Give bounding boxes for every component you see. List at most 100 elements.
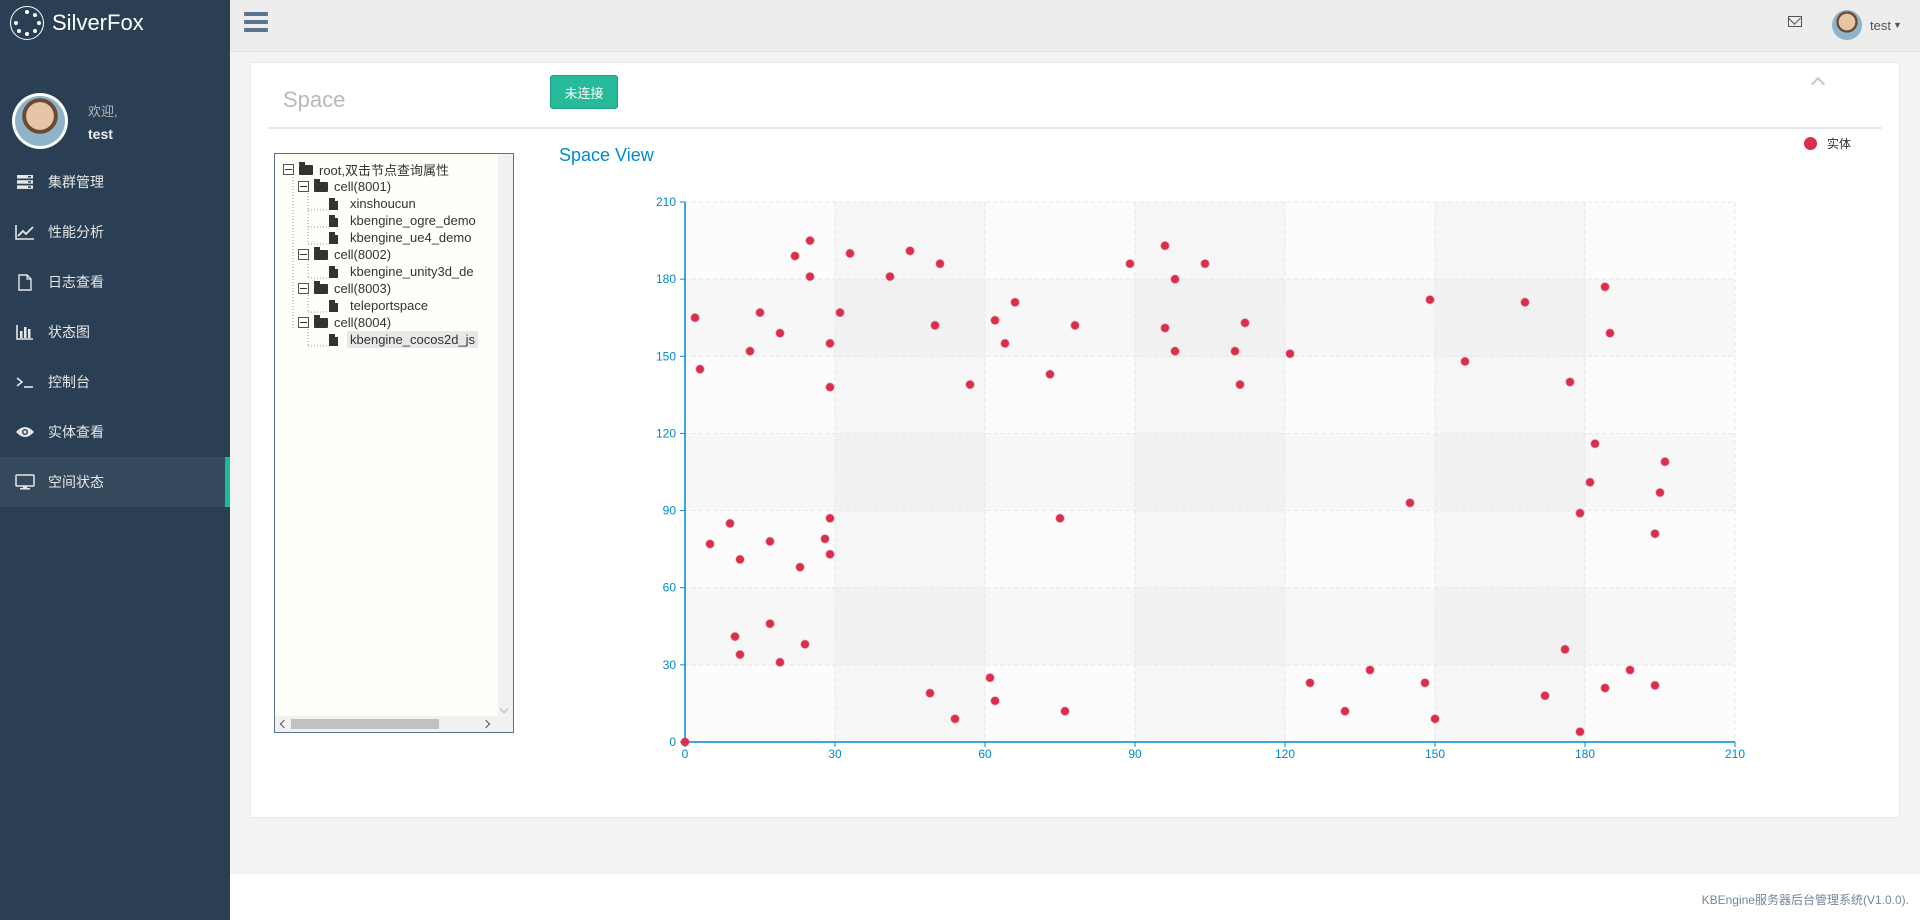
x-tick-label: 60 bbox=[978, 747, 992, 761]
y-tick-label: 180 bbox=[656, 272, 676, 286]
y-tick-label: 90 bbox=[663, 504, 677, 518]
scatter-point bbox=[1540, 690, 1550, 701]
scatter-point bbox=[1125, 258, 1135, 269]
scatter-point bbox=[1420, 678, 1430, 688]
sidebar-item-console[interactable]: 控制台 bbox=[0, 357, 230, 407]
file-icon bbox=[329, 214, 338, 227]
tree-node-label: xinshoucun bbox=[350, 196, 416, 211]
legend-label: 实体 bbox=[1827, 137, 1852, 151]
vertical-scrollbar[interactable] bbox=[498, 154, 513, 716]
scatter-point bbox=[690, 312, 700, 323]
scatter-point bbox=[935, 258, 945, 269]
divider bbox=[268, 127, 1882, 129]
tree-node-cell[interactable]: cell(8001) bbox=[298, 176, 394, 197]
tree-node-space[interactable]: kbengine_cocos2d_js bbox=[329, 329, 479, 350]
top-nav: test ▼ bbox=[230, 0, 1920, 52]
folder-open-icon bbox=[314, 280, 328, 294]
scrollbar-thumb[interactable] bbox=[291, 719, 439, 729]
scatter-point bbox=[1655, 487, 1665, 498]
y-tick-label: 150 bbox=[656, 349, 676, 363]
tree-node-space[interactable]: kbengine_ue4_demo bbox=[329, 227, 474, 248]
scatter-point bbox=[1160, 240, 1170, 251]
scatter-point bbox=[725, 518, 735, 529]
scatter-point bbox=[1600, 282, 1610, 292]
tree-node-label: kbengine_ue4_demo bbox=[350, 230, 472, 245]
scatter-point bbox=[1010, 297, 1020, 308]
x-split-area bbox=[985, 202, 1135, 742]
scatter-point bbox=[680, 737, 690, 747]
horizontal-scrollbar[interactable] bbox=[275, 716, 513, 732]
space-view-chart[interactable]: 0 30 60 90 120 150 180 210 0 30 60 90 120 150 180 210 bbox=[251, 63, 1899, 817]
collapse-toggle-icon[interactable] bbox=[298, 317, 309, 328]
tree-node-label: teleportspace bbox=[350, 298, 429, 313]
x-tick-label: 210 bbox=[1725, 747, 1745, 761]
bar-chart-icon bbox=[14, 323, 36, 341]
scatter-point bbox=[1650, 528, 1660, 539]
folder-open-icon bbox=[314, 314, 328, 328]
collapse-toggle-icon[interactable] bbox=[298, 283, 309, 294]
sidebar-item-entities[interactable]: 实体查看 bbox=[0, 407, 230, 457]
chevron-down-icon: ▼ bbox=[1892, 20, 1902, 30]
scatter-point bbox=[1045, 369, 1055, 380]
tree-node-space[interactable]: kbengine_ogre_demo bbox=[329, 210, 479, 231]
avatar bbox=[12, 93, 68, 149]
sidebar-item-status[interactable]: 状态图 bbox=[0, 307, 230, 357]
collapse-toggle-icon[interactable] bbox=[283, 164, 294, 175]
tree-node-cell[interactable]: cell(8002) bbox=[298, 244, 394, 265]
scatter-point bbox=[885, 271, 895, 282]
scatter-point bbox=[790, 251, 800, 261]
sidebar-item-label: 状态图 bbox=[48, 324, 90, 340]
x-split-area bbox=[1435, 202, 1585, 742]
sidebar-item-label: 日志查看 bbox=[48, 274, 104, 290]
scatter-point bbox=[765, 536, 775, 547]
scatter-point bbox=[705, 539, 715, 549]
scatter-point bbox=[1240, 318, 1250, 328]
chart-legend[interactable]: 实体 bbox=[1804, 135, 1851, 152]
brand[interactable]: SilverFox bbox=[0, 0, 230, 46]
sidebar-menu: 集群管理 性能分析 日志查看 状态图 控制台 bbox=[0, 157, 230, 507]
space-tree[interactable]: root,双击节点查询属性 cell(8001) xinshoucun kben… bbox=[274, 153, 514, 733]
profile: 欢迎, test bbox=[0, 46, 230, 171]
x-split-area bbox=[1285, 202, 1435, 742]
mail-icon[interactable] bbox=[1788, 16, 1802, 27]
tree-node-label: kbengine_ogre_demo bbox=[350, 213, 476, 228]
scatter-point bbox=[1305, 678, 1315, 688]
user-menu[interactable]: test ▼ bbox=[1832, 10, 1902, 40]
scatter-point bbox=[905, 246, 915, 256]
terminal-icon bbox=[14, 373, 36, 391]
sidebar-item-cluster[interactable]: 集群管理 bbox=[0, 157, 230, 207]
brand-name: SilverFox bbox=[52, 10, 144, 35]
x-tick-label: 30 bbox=[828, 747, 842, 761]
footer-text: KBEngine服务器后台管理系统(V1.0.0). bbox=[1701, 893, 1909, 907]
x-split-area bbox=[835, 202, 985, 742]
sidebar: SilverFox 欢迎, test 集群管理 性能分析 日志查看 bbox=[0, 0, 230, 920]
sidebar-item-label: 控制台 bbox=[48, 374, 90, 390]
collapse-toggle-icon[interactable] bbox=[298, 181, 309, 192]
menu-toggle-icon[interactable] bbox=[244, 12, 268, 34]
file-icon bbox=[329, 197, 338, 210]
tree-node-cell[interactable]: cell(8004) bbox=[298, 312, 394, 333]
scatter-point bbox=[1575, 726, 1585, 737]
scatter-point bbox=[775, 657, 785, 668]
server-icon bbox=[14, 173, 36, 191]
tree-node-cell[interactable]: cell(8003) bbox=[298, 278, 394, 299]
collapse-toggle-icon[interactable] bbox=[298, 249, 309, 260]
connect-button[interactable]: 未连接 bbox=[550, 75, 618, 109]
y-split-area bbox=[685, 664, 1735, 742]
legend-marker-icon bbox=[1804, 137, 1817, 150]
tree-node-space[interactable]: teleportspace bbox=[329, 295, 431, 316]
sidebar-item-space-status[interactable]: 空间状态 bbox=[0, 457, 230, 507]
scatter-point bbox=[1170, 274, 1180, 284]
scatter-point bbox=[950, 714, 960, 724]
x-split-area bbox=[1585, 202, 1735, 742]
tree-node-space[interactable]: xinshoucun bbox=[329, 193, 419, 214]
scatter-point bbox=[1650, 680, 1660, 691]
chart-title: Space View bbox=[559, 145, 654, 165]
scatter-point bbox=[805, 271, 815, 282]
sidebar-item-logs[interactable]: 日志查看 bbox=[0, 257, 230, 307]
sidebar-item-performance[interactable]: 性能分析 bbox=[0, 207, 230, 257]
tree-node-root[interactable]: root,双击节点查询属性 bbox=[283, 159, 452, 180]
scatter-point bbox=[1160, 323, 1170, 333]
tree-node-space[interactable]: kbengine_unity3d_de bbox=[329, 261, 477, 282]
sidebar-item-label: 集群管理 bbox=[48, 174, 104, 190]
